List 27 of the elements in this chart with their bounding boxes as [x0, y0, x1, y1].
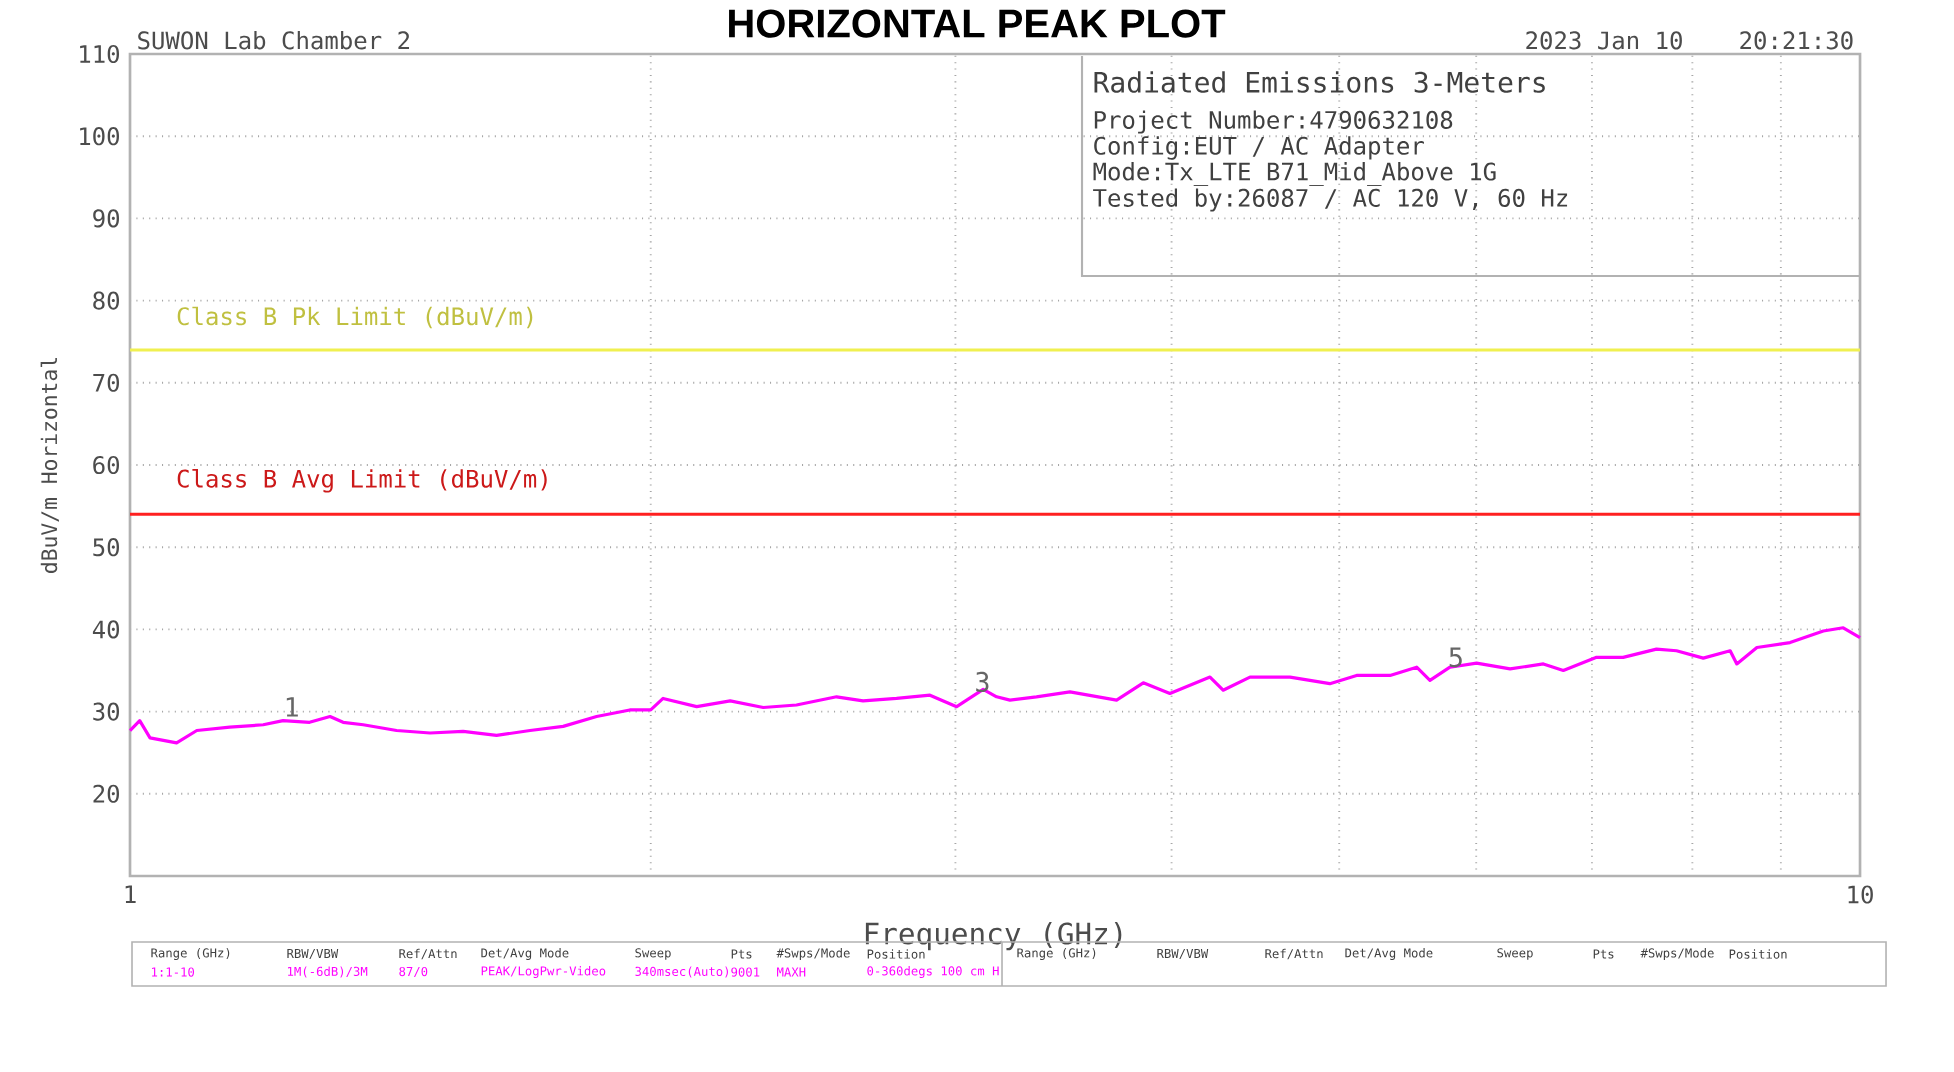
text: 2023 Jan 10 [1526, 31, 1682, 50]
chart-title: HORIZONTAL PEAK PLOT [729, 9, 1226, 38]
y-axis-title: dBuV/m Horizontal [40, 357, 59, 573]
annotation: Project Number:4790632108 [1094, 110, 1453, 134]
y-tick-label: 30 [93, 702, 120, 721]
x-tick-label: 10 [1848, 885, 1873, 904]
text: 20:21:30 [1740, 31, 1853, 50]
y-tick-label: 40 [92, 620, 120, 639]
annotation: Config:EUT / AC Adapter [1094, 136, 1424, 160]
y-tick-label: 20 [93, 784, 120, 803]
y-tick-label: 50 [93, 538, 120, 557]
annotation: Tested by:26087 / AC 120 V, 60 Hz [1093, 188, 1568, 212]
y-tick-label: 80 [93, 291, 120, 310]
annotation: Mode:Tx_LTE B71_Mid_Above 1G [1093, 162, 1496, 186]
annotation: Radiated Emissions 3-Meters [1094, 71, 1545, 93]
text: SUWON Lab Chamber 2 [138, 30, 410, 50]
y-tick-label: 70 [93, 373, 120, 392]
annotation: 3 [976, 671, 989, 692]
annotation: 5 [1449, 647, 1462, 668]
ref-line-label: Class B Pk Limit (dBuV/m) [177, 306, 533, 329]
y-tick-label: 90 [93, 209, 120, 228]
annotation: 1 [286, 697, 298, 717]
x-axis-title: Frequency (GHz) [865, 921, 1122, 951]
y-tick-label: 110 [80, 44, 120, 64]
ref-line-label: Class B Avg Limit (dBuV/m) [177, 469, 547, 493]
y-tick-label: 100 [80, 127, 120, 146]
y-tick-label: 60 [93, 455, 120, 475]
